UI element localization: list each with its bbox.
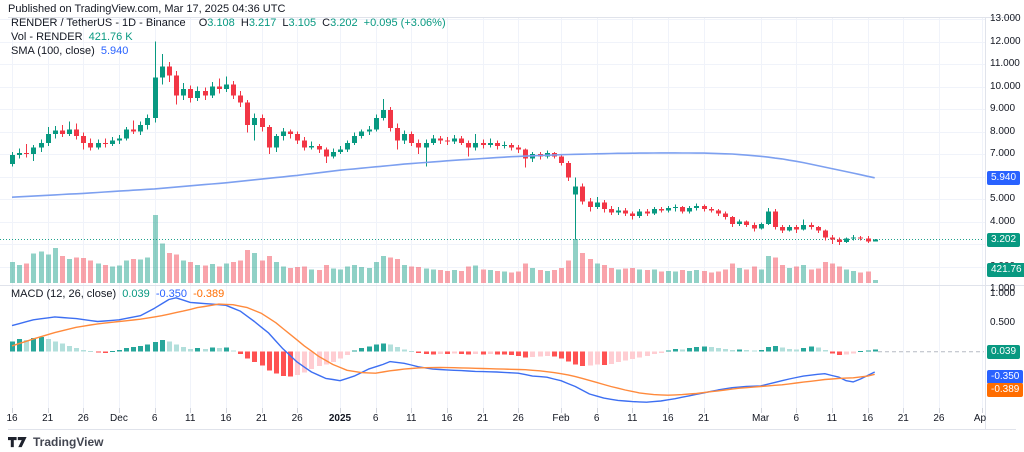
macd-signal-badge: -0.389 — [987, 382, 1024, 397]
ohlc-close: C3.202 — [322, 17, 358, 29]
time-axis-label: 26 — [291, 413, 303, 424]
price-axis-label: 5.000 — [990, 193, 1016, 204]
time-axis-label: Feb — [552, 413, 570, 424]
volume-label: Vol - RENDER — [11, 31, 83, 43]
pane-separator — [0, 285, 1024, 286]
symbol-legend-row: RENDER / TetherUS - 1D - Binance O3.108 … — [11, 17, 446, 30]
sma-line — [11, 152, 875, 198]
sma-legend-row: SMA (100, close) 5.940 — [11, 45, 128, 58]
time-axis-label: 21 — [897, 413, 909, 424]
tradingview-logo[interactable]: TradingView — [8, 434, 103, 450]
time-axis-label: 6 — [593, 413, 600, 424]
price-axis-label: 11.000 — [990, 58, 1020, 69]
time-axis-label: 6 — [151, 413, 158, 424]
macd-hist-badge: 0.039 — [987, 344, 1021, 359]
macd-legend-row: MACD (12, 26, close) 0.039 -0.350 -0.389 — [11, 288, 224, 301]
macd-line-value: -0.350 — [155, 288, 188, 300]
price-scale-separator — [985, 17, 986, 429]
macd-signal-value: -0.389 — [193, 288, 225, 300]
time-axis-label: 11 — [406, 413, 417, 424]
volume-legend-row: Vol - RENDER 421.76 K — [11, 31, 133, 44]
time-axis-label: 6 — [793, 413, 800, 424]
macd-label: MACD (12, 26, close) — [11, 288, 117, 300]
time-axis-label: 16 — [6, 413, 18, 424]
symbol-title: RENDER / TetherUS - 1D - Binance — [11, 17, 186, 29]
tradingview-logo-text: TradingView — [33, 435, 104, 449]
price-axis-label: 7.000 — [990, 148, 1016, 159]
candlestick-series — [10, 41, 878, 246]
sma-value-badge: 5.940 — [987, 171, 1021, 185]
time-axis-label: Mar — [752, 413, 770, 424]
macd-hist-value: 0.039 — [122, 288, 150, 300]
macd-line — [11, 297, 876, 403]
price-axis-label: 1.000 — [990, 283, 1016, 294]
price-axis-label: 12.000 — [990, 35, 1021, 47]
time-axis-label: 26 — [77, 413, 89, 424]
macd-axis-label: 1.000 — [990, 287, 1016, 299]
macd-signal-line — [11, 303, 875, 396]
macd-histogram — [10, 337, 878, 377]
time-axis-label: 16 — [220, 413, 232, 424]
chart-bottom-border — [8, 429, 1016, 430]
time-axis-label: 11 — [185, 413, 196, 424]
price-axis-label: 4.000 — [990, 215, 1016, 227]
time-axis-label: 16 — [662, 413, 674, 424]
time-axis-label: 26 — [512, 413, 524, 424]
ohlc-high: H3.217 — [240, 17, 277, 29]
change-value: +0.095 (+3.06%) — [363, 17, 446, 29]
volume-series — [10, 215, 878, 283]
tradingview-logo-icon — [8, 436, 27, 447]
time-scale: 16 21 26 Dec 6 11 16 21 26 2025 6 11 16 21 26 Feb 6 11 16 2… — [0, 413, 986, 427]
time-axis-label: 6 — [372, 413, 379, 424]
time-axis-label: 2025 — [328, 413, 352, 424]
time-axis-label: 21 — [698, 413, 710, 424]
time-axis-label: 21 — [42, 413, 54, 424]
price-axis-label: 8.000 — [990, 125, 1016, 137]
time-axis-label: Dec — [110, 413, 128, 424]
time-axis-label: 26 — [933, 413, 945, 424]
time-axis-label: 16 — [441, 413, 453, 424]
price-axis-label: 10.000 — [990, 80, 1021, 92]
chart-top-border — [8, 17, 1016, 18]
sma-label: SMA (100, close) — [11, 45, 95, 57]
volume-value-badge: 421.76 K — [987, 263, 1024, 277]
current-price-badge: 3.202 — [987, 232, 1021, 247]
time-axis-label: 11 — [627, 413, 638, 424]
sma-value: 5.940 — [100, 45, 129, 57]
macd-axis-label: 0.500 — [990, 316, 1016, 328]
time-axis-label: 21 — [477, 413, 489, 424]
published-timestamp: Published on TradingView.com, Mar 17, 20… — [8, 3, 286, 15]
ohlc-low: L3.105 — [282, 17, 317, 29]
time-axis-label: Apr — [973, 413, 986, 424]
time-axis-label: 16 — [862, 413, 874, 424]
time-axis-label: 21 — [255, 413, 268, 424]
price-axis-label: 13.000 — [990, 13, 1021, 24]
ohlc-open: O3.108 — [198, 17, 235, 29]
price-axis-label: 9.000 — [990, 103, 1016, 114]
volume-value: 421.76 K — [88, 31, 133, 43]
macd-line-badge: -0.350 — [987, 369, 1024, 384]
time-axis-label: 11 — [826, 413, 838, 424]
